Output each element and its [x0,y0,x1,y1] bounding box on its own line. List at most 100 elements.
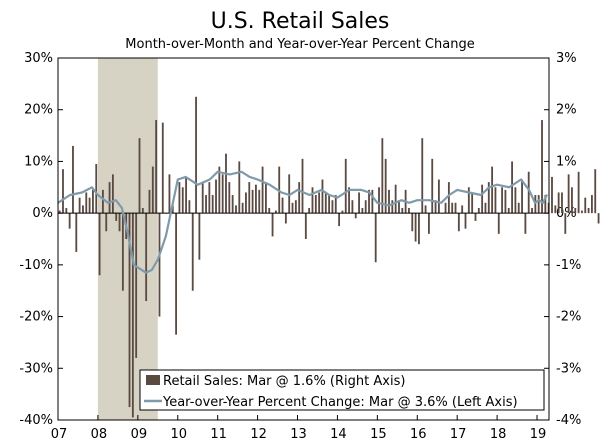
right-tick-label: -4% [556,413,581,428]
x-tick-label: 15 [370,427,387,442]
retail-sales-bar [541,120,543,214]
left-axis-ticks: 30% 20% 10% 0% -10% -20% -30% -40% [19,51,63,428]
retail-sales-bar [554,205,557,214]
retail-sales-bar [98,213,101,276]
legend-line-label: Year-over-Year Percent Change: Mar @ 3.6… [162,395,518,410]
retail-sales-bar [251,189,254,214]
left-tick-label: -20% [19,310,53,325]
retail-sales-bar [451,202,454,214]
chart-title: U.S. Retail Sales [211,9,390,34]
retail-sales-bar [421,138,424,214]
retail-sales-bar [308,207,311,214]
retail-sales-bar [364,200,367,214]
retail-sales-bar [524,213,527,234]
retail-sales-bar [241,202,244,214]
retail-sales-bar [298,182,301,214]
retail-sales-bar [78,197,81,214]
right-tick-label: -1% [556,258,581,273]
retail-sales-bar [215,179,217,214]
retail-sales-bar [311,187,314,214]
retail-sales-bar [587,207,590,214]
retail-sales-bar [304,213,307,239]
retail-sales-bar [348,187,350,214]
retail-sales-bar [344,158,347,214]
retail-sales-bar [191,213,194,291]
retail-sales-bar [534,195,537,214]
retail-sales-bar [577,171,580,214]
retail-sales-bar [368,189,370,214]
retail-sales-bar [561,192,563,214]
retail-sales-bar [444,202,447,214]
retail-sales-bar [531,207,533,214]
retail-sales-bar [567,174,570,214]
retail-sales-bar [281,197,284,214]
retail-sales-bar [491,166,494,214]
retail-sales-bar [557,192,560,214]
retail-sales-bar [108,182,111,214]
x-tick-label: 18 [490,427,507,442]
retail-sales-bar [424,205,427,214]
retail-sales-bar [158,213,161,317]
retail-sales-bar [527,171,530,214]
retail-sales-bar [151,166,154,214]
retail-sales-bar [148,189,151,214]
retail-sales-bar [161,122,164,214]
retail-sales-bar [434,200,437,214]
retail-sales-bar [225,153,227,214]
retail-sales-bar [231,195,234,214]
retail-sales-bar [464,213,467,229]
retail-sales-bar [274,210,277,214]
legend: Retail Sales: Mar @ 1.6% (Right Axis) Ye… [139,369,545,411]
retail-sales-bar [401,207,404,214]
retail-sales-bar [457,213,460,232]
retail-sales-bar [228,182,231,214]
retail-sales-bar [235,205,237,214]
retail-sales-bar [398,200,400,214]
retail-sales-bar [431,158,434,214]
right-tick-label: -3% [556,361,581,376]
retail-sales-bar [291,202,294,214]
retail-sales-bar [92,189,94,214]
retail-sales-bar [75,213,78,252]
left-tick-label: -30% [19,361,53,376]
retail-sales-bar [551,176,553,214]
retail-sales-bar [105,213,108,232]
retail-sales-bar [271,213,274,237]
retail-sales-bar [195,96,197,214]
left-tick-label: 30% [24,51,53,66]
retail-sales-bar [181,187,184,214]
retail-sales-bar [95,164,98,214]
retail-sales-bar [255,184,257,214]
retail-sales-bar [314,195,317,214]
retail-sales-bar [454,202,457,214]
retail-sales-bar [408,207,410,214]
retail-sales-bar [331,200,334,214]
retail-sales-bar [324,192,327,214]
retail-sales-bar [168,174,171,214]
right-tick-label: 3% [556,51,577,66]
retail-sales-bar [131,213,134,418]
retail-sales-bar [268,207,271,214]
retail-sales-bar [208,182,211,214]
retail-sales-bar [85,192,88,214]
retail-sales-bar [288,174,291,214]
left-tick-label: -10% [19,258,53,273]
retail-sales-bar [248,182,251,214]
retail-sales-bar [544,195,547,214]
x-tick-label: 07 [51,427,68,442]
retail-sales-bar [351,200,354,214]
retail-sales-bar [135,213,138,358]
left-tick-label: 20% [24,103,53,118]
retail-sales-bar [494,187,497,214]
retail-sales-bar [121,213,124,291]
bar-series [58,96,600,418]
retail-sales-bar [294,200,297,214]
left-tick-label: 10% [24,154,53,169]
right-tick-label: -2% [556,310,581,325]
retail-sales-bar [185,176,187,214]
retail-sales-bar [571,187,573,214]
retail-sales-bar [301,158,304,214]
x-tick-label: 10 [170,427,187,442]
retail-sales-bar [171,205,174,214]
